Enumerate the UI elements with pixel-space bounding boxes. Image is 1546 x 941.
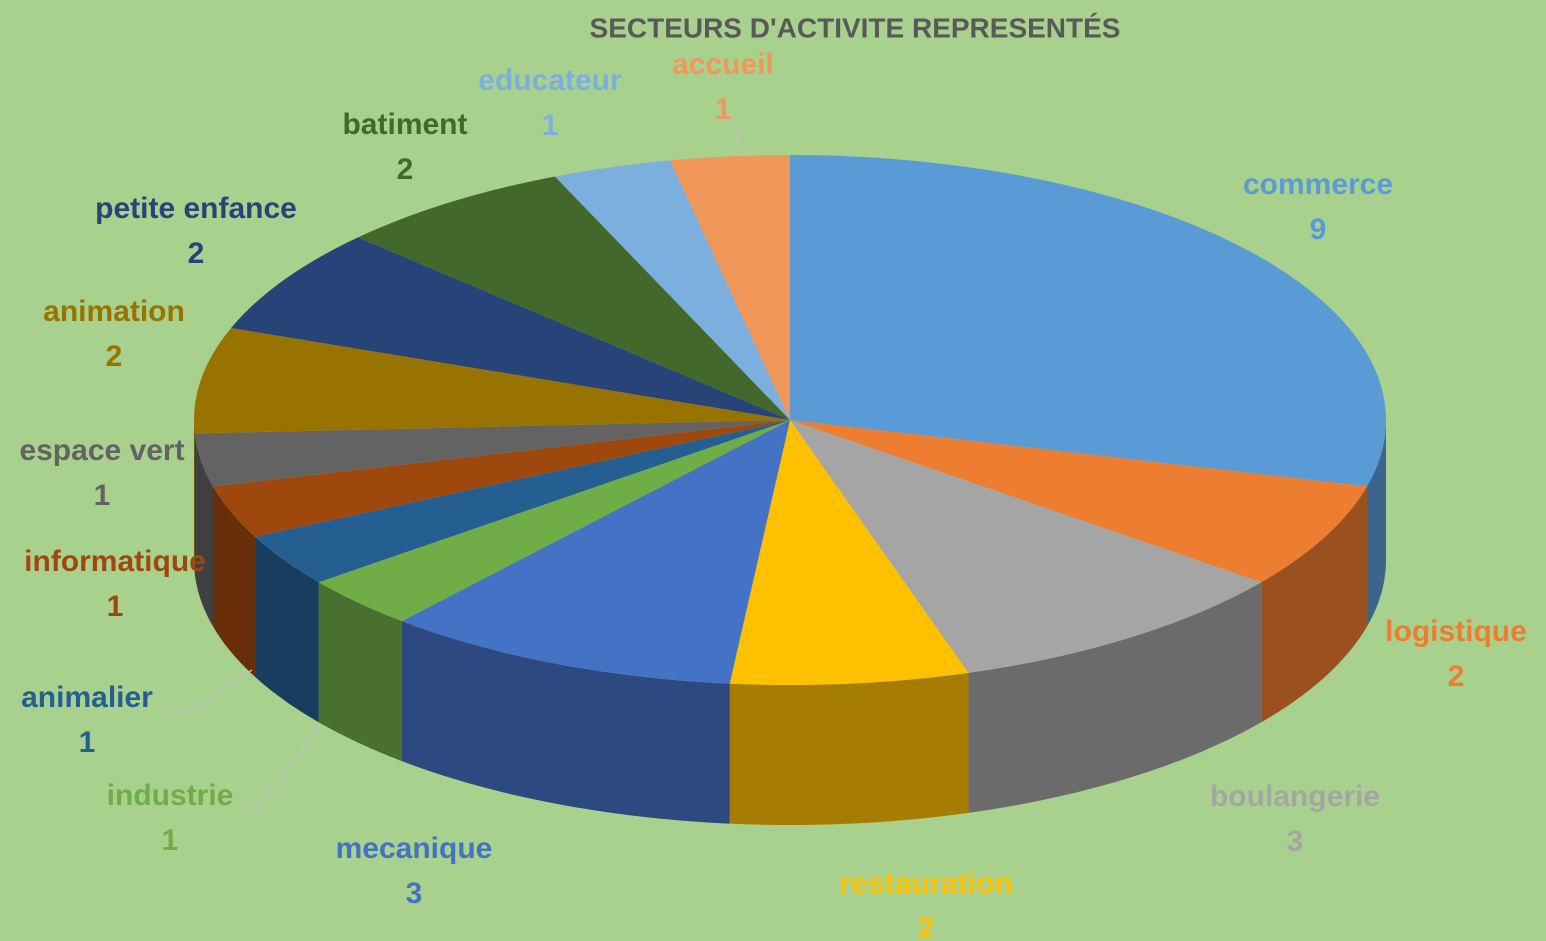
value-label: 9 <box>1310 213 1327 246</box>
slice <box>790 420 1367 583</box>
labels: commerce 9 logistique 2 boulangerie 3 restaura… <box>19 48 1526 941</box>
category-label: industrie <box>107 779 234 812</box>
slice-side-shade <box>401 621 730 824</box>
slice <box>358 176 790 420</box>
slice-side <box>401 621 730 824</box>
leader-line <box>734 117 741 153</box>
value-label: 3 <box>406 877 423 910</box>
slice-side <box>1366 420 1386 627</box>
slice-side <box>194 420 195 574</box>
category-label: logistique <box>1385 615 1527 648</box>
category-label: educateur <box>478 64 622 97</box>
value-label: 1 <box>94 479 111 512</box>
value-label: 1 <box>542 109 559 142</box>
slice <box>318 420 790 622</box>
category-label: espace vert <box>19 434 184 467</box>
value-label: 1 <box>79 726 96 759</box>
value-label: 2 <box>106 340 123 373</box>
category-label: boulangerie <box>1210 780 1380 813</box>
slice-side-shade <box>213 486 255 677</box>
value-label: 2 <box>918 912 935 941</box>
category-label: informatique <box>24 545 206 578</box>
value-label: 1 <box>715 93 732 126</box>
slice-side <box>968 582 1262 813</box>
category-label: batiment <box>342 108 467 141</box>
value-label: 2 <box>188 237 205 270</box>
leader-line <box>244 724 321 809</box>
slice-side-shade <box>1366 420 1386 627</box>
value-label: 2 <box>1448 660 1465 693</box>
slice-side-shade <box>254 536 319 723</box>
slice <box>194 327 790 434</box>
value-label: 1 <box>162 824 179 857</box>
slice <box>729 420 969 686</box>
slice <box>790 420 1262 673</box>
category-label: animation <box>43 295 185 328</box>
slice <box>194 420 791 487</box>
slice <box>790 155 1387 487</box>
slice <box>231 237 790 420</box>
category-label: restauration <box>839 867 1012 900</box>
slice-side <box>254 536 319 723</box>
slice-side-shade <box>194 420 195 574</box>
category-label: animalier <box>21 681 153 714</box>
slice-side <box>318 582 402 762</box>
value-label: 3 <box>1287 825 1304 858</box>
category-label: mecanique <box>336 832 493 865</box>
category-label: petite enfance <box>95 192 297 225</box>
slice <box>670 155 790 420</box>
slice-side-shade <box>318 582 402 762</box>
slice-side-shade <box>729 672 969 825</box>
slice-side-shade <box>968 582 1262 813</box>
slice <box>254 420 790 583</box>
slice-side <box>213 486 255 677</box>
slice-side-shade <box>194 433 214 627</box>
slice <box>213 420 791 537</box>
category-label: accueil <box>672 48 774 81</box>
slice <box>401 420 790 684</box>
value-label: 2 <box>397 153 414 186</box>
value-label: 1 <box>107 590 124 623</box>
pie <box>194 155 1387 825</box>
slice-side <box>194 433 214 627</box>
category-label: commerce <box>1243 168 1393 201</box>
slice <box>554 160 790 420</box>
slice-side-shade <box>1261 486 1367 723</box>
slice-side <box>729 672 969 825</box>
leader-line <box>168 669 253 713</box>
slice-side <box>1261 486 1367 723</box>
chart-title: SECTEURS D'ACTIVITE REPRESENTÉS <box>590 12 1121 43</box>
